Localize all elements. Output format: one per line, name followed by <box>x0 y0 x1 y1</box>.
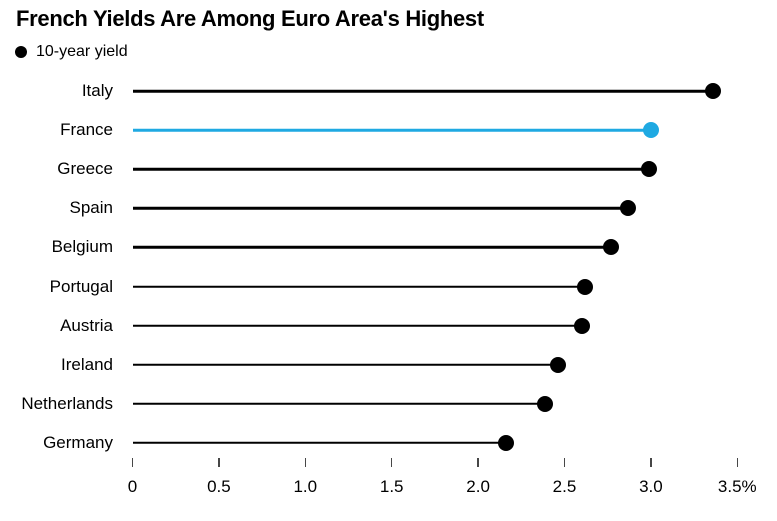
yield-line <box>132 89 714 93</box>
country-label: Ireland <box>61 354 113 374</box>
country-label: Portugal <box>49 276 113 296</box>
x-tick-label: 0 <box>127 477 138 496</box>
chart-row: Spain <box>0 189 777 228</box>
yield-line <box>132 207 629 210</box>
chart-row: Portugal <box>0 267 777 306</box>
x-axis-tick <box>304 458 307 467</box>
yield-dot <box>537 395 554 412</box>
country-label: Spain <box>69 198 113 218</box>
yield-line <box>132 324 582 327</box>
country-label: Greece <box>57 159 113 179</box>
chart-row: Germany <box>0 423 777 462</box>
yield-dot <box>641 161 658 178</box>
x-tick-label: 0.5 <box>207 477 231 496</box>
country-label: Austria <box>60 315 113 335</box>
yield-dot <box>549 356 566 373</box>
yield-dot <box>620 200 637 217</box>
yield-dot <box>577 278 594 295</box>
chart-row: France <box>0 111 777 150</box>
yield-line <box>132 246 612 249</box>
yield-dot <box>705 83 722 100</box>
chart-row: Netherlands <box>0 384 777 423</box>
country-label: Netherlands <box>21 393 113 413</box>
x-axis-tick <box>218 458 220 467</box>
chart-row: Ireland <box>0 345 777 384</box>
x-axis-tick <box>736 458 739 467</box>
country-label: Italy <box>81 81 113 101</box>
chart-row: Italy <box>0 72 777 111</box>
x-axis-tick <box>563 458 566 467</box>
legend-marker-icon <box>15 46 27 58</box>
yield-dot <box>573 317 590 334</box>
x-axis-tick <box>650 458 652 467</box>
legend-label: 10-year yield <box>36 43 128 60</box>
yield-line <box>132 285 586 288</box>
x-axis-tick <box>390 458 393 467</box>
x-axis-tick <box>477 458 479 467</box>
x-tick-label: 1.0 <box>293 477 318 496</box>
chart-row: Austria <box>0 306 777 345</box>
x-tick-label: 3.5% <box>717 477 757 496</box>
country-label: Belgium <box>51 237 113 257</box>
country-label: France <box>60 120 113 140</box>
yield-line <box>132 402 546 406</box>
yield-line <box>132 167 650 171</box>
chart-title: French Yields Are Among Euro Area's High… <box>16 6 484 31</box>
x-tick-label: 3.0 <box>639 477 663 496</box>
x-tick-label: 2.5 <box>552 477 577 496</box>
yield-dot <box>603 239 620 256</box>
yield-dot <box>497 434 514 451</box>
legend: 10-year yield <box>15 43 128 60</box>
chart-row: Belgium <box>0 228 777 267</box>
x-tick-label: 2.0 <box>466 477 490 496</box>
yield-line <box>132 441 506 445</box>
yield-dot <box>642 122 659 139</box>
x-axis-tick <box>131 458 134 467</box>
x-tick-label: 1.5 <box>379 477 404 496</box>
yield-line <box>132 128 651 132</box>
chart-row: Greece <box>0 150 777 189</box>
country-label: Germany <box>43 432 113 452</box>
yield-line <box>132 363 558 366</box>
